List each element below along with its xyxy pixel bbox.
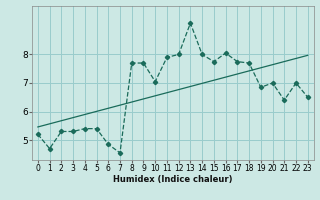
X-axis label: Humidex (Indice chaleur): Humidex (Indice chaleur) xyxy=(113,175,233,184)
